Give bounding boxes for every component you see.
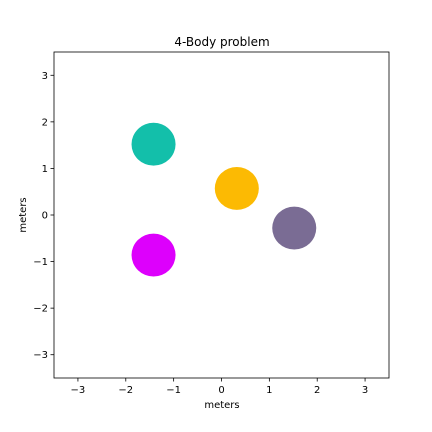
x-tick-label: 2 (314, 385, 320, 396)
body-4-point (131, 233, 176, 277)
y-tick-label: 3 (42, 71, 48, 82)
body-3-point (272, 206, 317, 250)
y-tick-label: 0 (42, 211, 48, 222)
y-tick-label: 2 (42, 117, 48, 128)
plot-area (131, 122, 317, 277)
body-2-point (214, 167, 259, 210)
x-axis-label: meters (204, 400, 239, 411)
chart-title: 4-Body problem (174, 35, 269, 49)
plot-frame (53, 51, 390, 379)
x-tick-label: 0 (218, 385, 224, 396)
x-axis: −3 −2 −1 0 1 2 3 (71, 378, 368, 396)
y-tick-label: −3 (33, 350, 48, 361)
x-tick-label: 3 (362, 385, 368, 396)
x-tick-label: −3 (71, 385, 86, 396)
body-1-point (131, 122, 176, 166)
y-axis-label: meters (18, 197, 29, 232)
y-tick-label: −2 (33, 304, 48, 315)
y-axis: −3 −2 −1 0 1 2 3 (33, 71, 54, 361)
x-tick-label: −2 (118, 385, 133, 396)
x-tick-label: −1 (166, 385, 181, 396)
x-tick-label: 1 (266, 385, 272, 396)
y-tick-label: −1 (33, 257, 48, 268)
y-tick-label: 1 (42, 164, 48, 175)
